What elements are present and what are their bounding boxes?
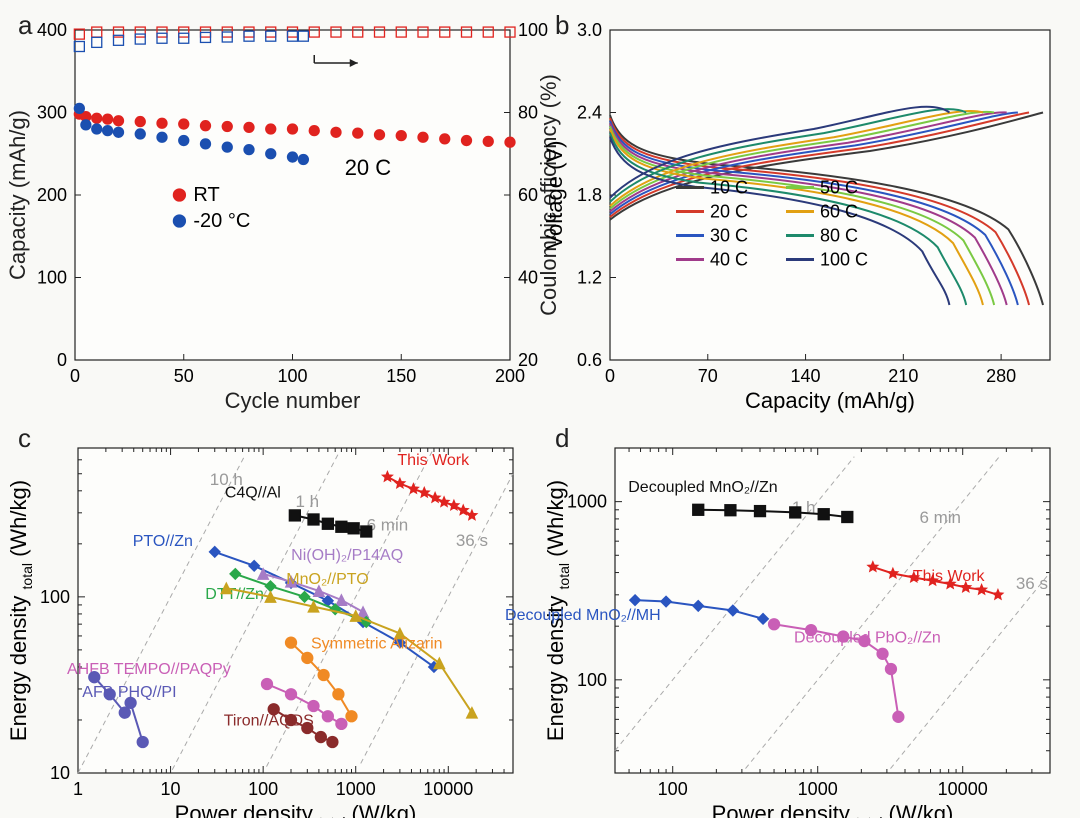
svg-text:10000: 10000 — [423, 779, 473, 799]
svg-text:100: 100 — [658, 779, 688, 799]
svg-text:Power density total (W/kg): Power density total (W/kg) — [175, 801, 417, 818]
svg-text:Energy density total (Wh/kg): Energy density total (Wh/kg) — [6, 480, 35, 741]
legend-item: 60 C — [820, 202, 858, 222]
iso-time-label: 6 min — [367, 516, 409, 535]
svg-text:100: 100 — [518, 20, 548, 40]
panel-label-b: b — [555, 10, 569, 41]
series-label: This Work — [913, 568, 986, 585]
svg-text:3.0: 3.0 — [577, 20, 602, 40]
svg-text:Capacity (mAh/g): Capacity (mAh/g) — [5, 110, 30, 280]
series-label: Decoupled MnO₂//MH — [505, 607, 661, 624]
svg-text:100: 100 — [277, 366, 307, 386]
panel-c: 11010010001000010100Power density total … — [6, 448, 513, 818]
svg-text:1000: 1000 — [798, 779, 838, 799]
legend-item: 50 C — [820, 178, 858, 198]
svg-text:0: 0 — [605, 366, 615, 386]
legend-item: 80 C — [820, 226, 858, 246]
svg-text:0: 0 — [70, 366, 80, 386]
svg-text:140: 140 — [791, 366, 821, 386]
series-label: Tiron//AQDS — [224, 712, 314, 729]
svg-text:100: 100 — [37, 268, 67, 288]
svg-text:1.8: 1.8 — [577, 185, 602, 205]
svg-text:1.2: 1.2 — [577, 268, 602, 288]
x-axis-title: Cycle number — [225, 388, 361, 413]
legend-item: 10 C — [710, 178, 748, 198]
legend-item: 100 C — [820, 250, 868, 270]
legend-item: 20 C — [710, 202, 748, 222]
series-label: C4Q//Al — [225, 484, 281, 501]
svg-text:Voltage (V): Voltage (V) — [542, 141, 567, 250]
svg-text:10: 10 — [50, 763, 70, 783]
svg-text:300: 300 — [37, 103, 67, 123]
svg-text:100: 100 — [577, 670, 607, 690]
iso-time-label: 6 min — [919, 508, 961, 527]
iso-time-label: 36 s — [456, 531, 488, 550]
svg-text:10: 10 — [161, 779, 181, 799]
series-label: MnO₂//PTO — [286, 571, 368, 588]
svg-text:200: 200 — [37, 185, 67, 205]
series-label: AFB PHQ//PI — [82, 684, 176, 701]
svg-text:2.4: 2.4 — [577, 103, 602, 123]
svg-text:1000: 1000 — [336, 779, 376, 799]
series-label: Symmetric Alizarin — [311, 636, 443, 653]
rate-annotation: 20 C — [345, 155, 392, 180]
svg-text:1: 1 — [73, 779, 83, 799]
legend-item: 40 C — [710, 250, 748, 270]
legend-item: RT — [193, 184, 219, 206]
svg-text:Power density total (W/kg): Power density total (W/kg) — [712, 801, 954, 818]
svg-text:0: 0 — [57, 350, 67, 370]
series-label: Decoupled MnO₂//Zn — [628, 479, 777, 496]
panel-label: d — [555, 423, 569, 454]
iso-time-label: 36 s — [1016, 574, 1048, 593]
series-label: Ni(OH)₂/P14AQ — [291, 547, 403, 564]
series-label: This Work — [397, 452, 470, 469]
iso-time-label: 1 h — [295, 492, 319, 511]
svg-text:20: 20 — [518, 350, 538, 370]
panel-b: 0 70 140 210 280 0.6 1.2 1.8 2.4 3.0 Capacity (mAh… — [542, 20, 1050, 413]
legend-item: -20 °C — [193, 210, 250, 232]
svg-text:150: 150 — [386, 366, 416, 386]
panel-a: 050100150200010020030040020406080100Cycl… — [5, 20, 561, 413]
svg-text:280: 280 — [986, 366, 1016, 386]
svg-text:50: 50 — [174, 366, 194, 386]
svg-text:100: 100 — [40, 587, 70, 607]
svg-text:70: 70 — [698, 366, 718, 386]
series-label: PTO//Zn — [133, 533, 193, 550]
svg-text:10000: 10000 — [938, 779, 988, 799]
panel-label: c — [18, 423, 31, 454]
svg-text:400: 400 — [37, 20, 67, 40]
svg-text:1000: 1000 — [567, 492, 607, 512]
panel-label-a: a — [18, 10, 32, 41]
svg-text:Capacity (mAh/g): Capacity (mAh/g) — [745, 388, 915, 413]
series-label: Decoupled PbO₂//Zn — [794, 629, 941, 646]
svg-text:210: 210 — [888, 366, 918, 386]
svg-text:100: 100 — [248, 779, 278, 799]
svg-text:0.6: 0.6 — [577, 350, 602, 370]
legend-item: 30 C — [710, 226, 748, 246]
